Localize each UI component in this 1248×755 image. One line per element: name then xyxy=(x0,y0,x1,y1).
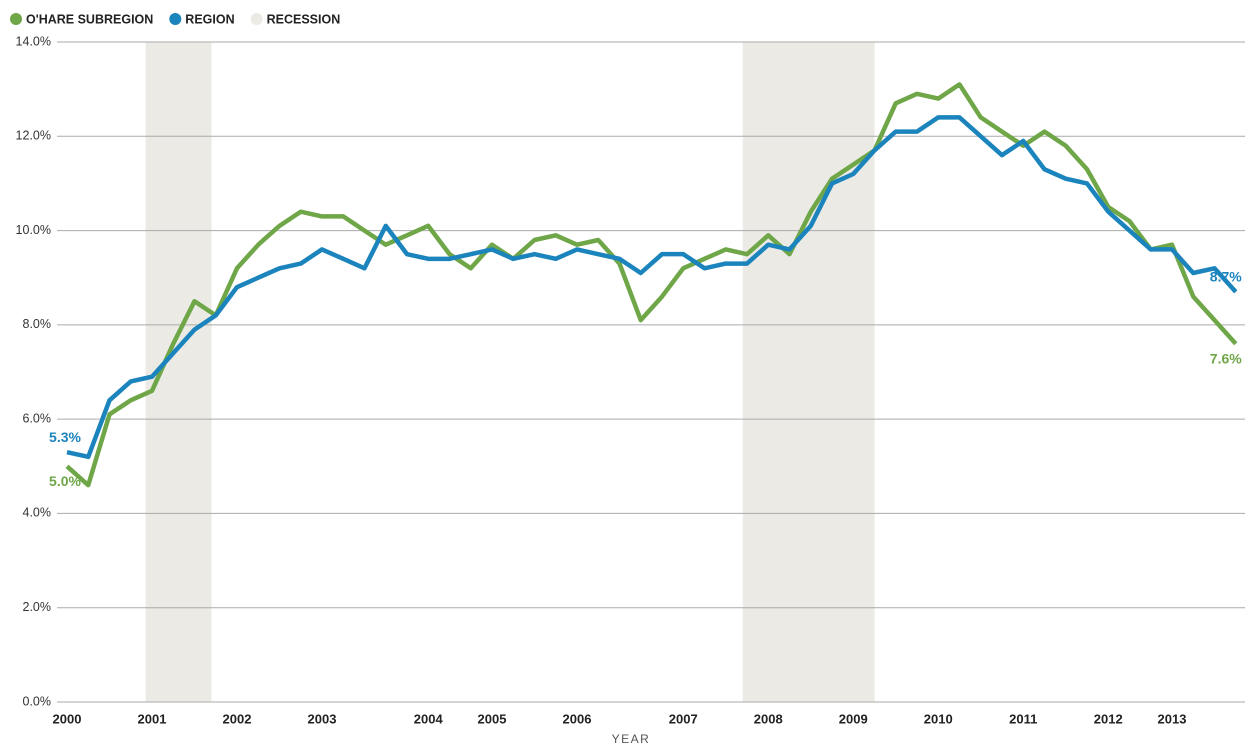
x-axis-label: YEAR xyxy=(612,732,651,746)
recession-band xyxy=(742,42,875,702)
series-line xyxy=(65,82,1238,488)
y-tick-label: 14.0% xyxy=(16,34,51,48)
legend-label: O'HARE SUBREGION xyxy=(26,12,153,26)
y-tick-label: 0.0% xyxy=(23,694,52,708)
x-tick-label: 2002 xyxy=(223,711,252,726)
y-tick-label: 8.0% xyxy=(23,317,52,331)
y-tick-label: 2.0% xyxy=(23,600,52,614)
x-tick-label: 2012 xyxy=(1094,711,1123,726)
x-tick-label: 2009 xyxy=(839,711,868,726)
y-tick-label: 4.0% xyxy=(23,506,52,520)
x-tick-label: 2013 xyxy=(1158,711,1187,726)
x-tick-label: 2006 xyxy=(563,711,592,726)
legend-swatch xyxy=(250,13,263,25)
x-tick-label: 2000 xyxy=(53,711,82,726)
x-tick-label: 2004 xyxy=(414,711,444,726)
x-tick-label: 2003 xyxy=(308,711,337,726)
x-tick-label: 2001 xyxy=(138,711,167,726)
x-tick-label: 2005 xyxy=(478,711,507,726)
x-tick-label: 2007 xyxy=(669,711,698,726)
value-label: 5.0% xyxy=(49,473,81,489)
value-label: 7.6% xyxy=(1210,350,1242,366)
y-tick-label: 12.0% xyxy=(16,129,51,143)
x-tick-label: 2008 xyxy=(754,711,783,726)
legend-label: RECESSION xyxy=(267,12,341,26)
legend-swatch xyxy=(169,13,182,25)
y-tick-label: 10.0% xyxy=(16,223,51,237)
legend-swatch xyxy=(10,13,22,25)
y-tick-label: 6.0% xyxy=(23,411,52,425)
value-label: 8.7% xyxy=(1210,269,1242,285)
x-tick-label: 2010 xyxy=(924,711,953,726)
x-tick-label: 2011 xyxy=(1009,711,1037,726)
value-label: 5.3% xyxy=(49,429,81,445)
legend-label: REGION xyxy=(185,12,234,26)
series-line xyxy=(66,115,1238,460)
